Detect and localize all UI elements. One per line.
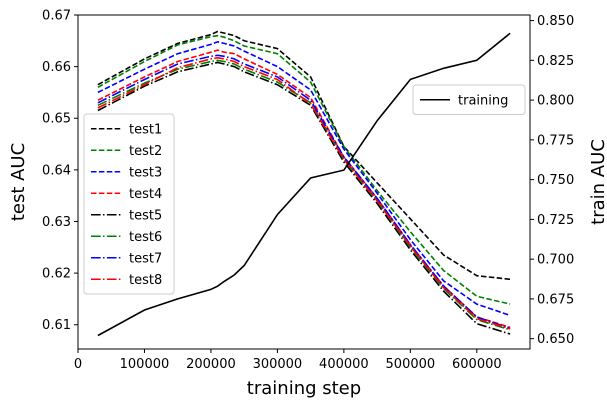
series-line-training <box>97 32 511 337</box>
y-left-tick-label: 0.66 <box>42 60 71 75</box>
y-right-tick-label: 0.750 <box>537 173 574 188</box>
x-axis-title: training step <box>247 378 361 399</box>
series-line-test8 <box>97 56 511 330</box>
legend-label-test2: test2 <box>129 144 162 159</box>
x-tick-label: 300000 <box>253 357 303 372</box>
legend-label-test3: test3 <box>129 165 162 180</box>
y-right-tick-label: 0.825 <box>537 54 574 69</box>
y-left-tick-label: 0.65 <box>42 112 71 127</box>
x-tick-label: 100000 <box>120 357 170 372</box>
y-axis-right-title: train AUC <box>588 139 607 225</box>
legend-label-test8: test8 <box>129 273 162 288</box>
series-line-test1 <box>97 30 511 281</box>
legend-label-test1: test1 <box>129 122 162 137</box>
axes-layer <box>77 14 531 350</box>
legend-label-test6: test6 <box>129 230 162 245</box>
x-tick-label: 600000 <box>452 357 502 372</box>
legend-test: test1 test2 test3 test4 test5 test6 test7 test8 <box>83 113 175 295</box>
y-left-tick-label: 0.63 <box>42 215 71 230</box>
y-left-tick-label: 0.64 <box>42 163 71 178</box>
series-line-test2 <box>97 34 511 305</box>
series-line-test3 <box>97 40 511 317</box>
legend-box <box>412 84 526 115</box>
y-right-tick-label: 0.675 <box>537 292 574 307</box>
series-line-test7 <box>97 54 511 330</box>
y-left-tick-label: 0.61 <box>42 318 71 333</box>
series-line-test4 <box>97 49 511 329</box>
x-tick-label: 400000 <box>319 357 369 372</box>
x-tick-label: 500000 <box>386 357 436 372</box>
y-left-tick-label: 0.62 <box>42 267 71 282</box>
ticks-layer: 0 100000 200000 300000 400000 500000 600000 0.6… <box>42 9 574 373</box>
plot-frame <box>77 14 531 350</box>
y-right-tick-label: 0.775 <box>537 133 574 148</box>
y-right-tick-label: 0.850 <box>537 14 574 29</box>
legend-training: training <box>412 84 526 115</box>
legend-box <box>83 113 175 295</box>
x-tick-label: 0 <box>74 357 82 372</box>
legend-label-test5: test5 <box>129 208 162 223</box>
legend-label-test4: test4 <box>129 187 162 202</box>
x-tick-label: 200000 <box>186 357 236 372</box>
y-right-tick-label: 0.725 <box>537 213 574 228</box>
legend-label-training: training <box>458 93 508 108</box>
legend-label-test7: test7 <box>129 251 162 266</box>
y-right-tick-label: 0.650 <box>537 332 574 347</box>
y-right-tick-label: 0.700 <box>537 253 574 268</box>
y-axis-left-title: test AUC <box>8 143 29 221</box>
series-line-test5 <box>97 61 511 335</box>
y-right-tick-label: 0.800 <box>537 94 574 109</box>
series-layer <box>97 30 511 337</box>
y-left-tick-label: 0.67 <box>42 9 71 24</box>
